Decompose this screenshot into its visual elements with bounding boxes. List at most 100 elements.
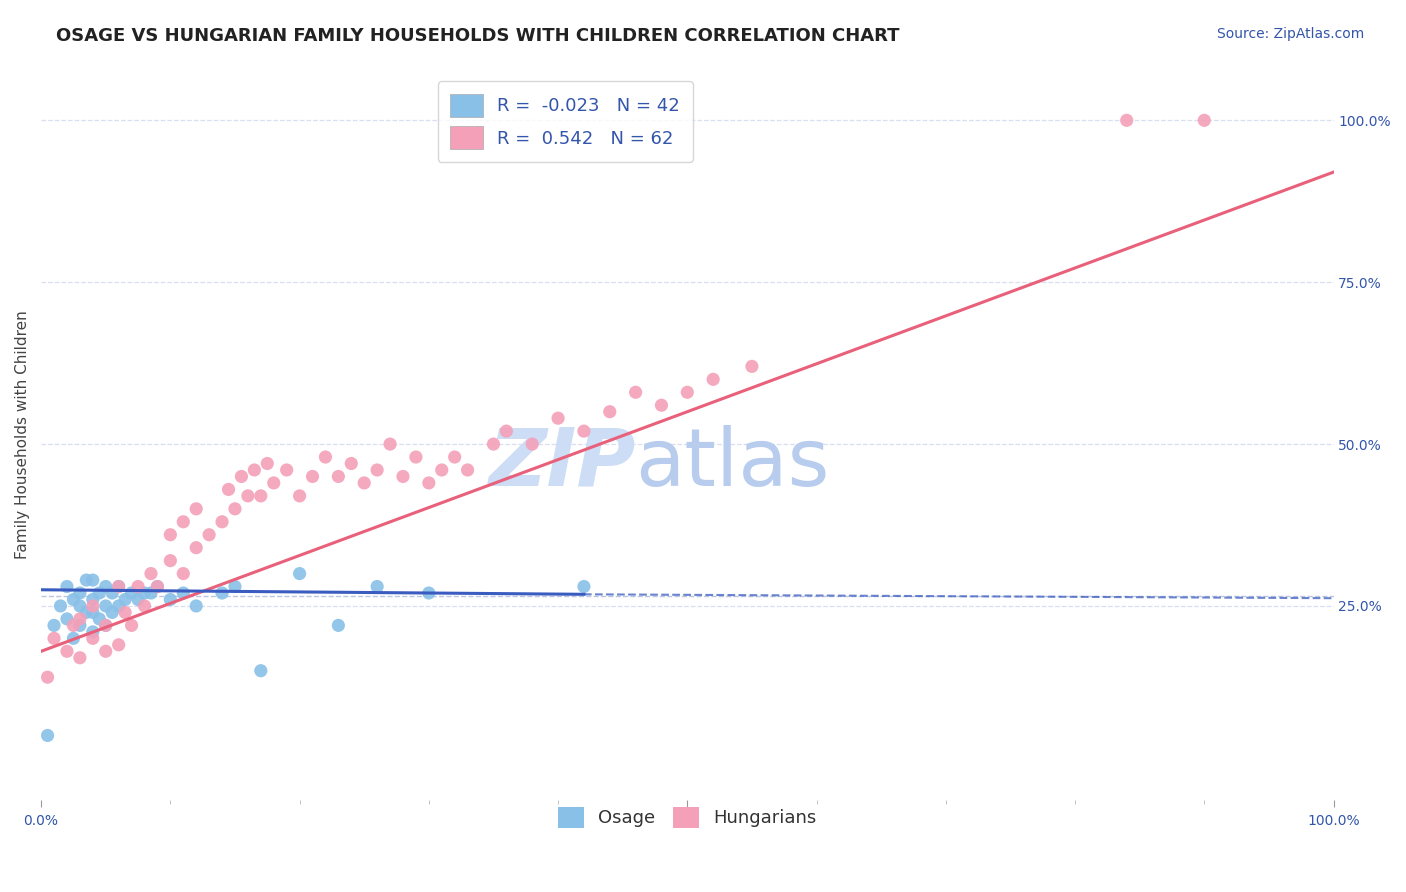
Y-axis label: Family Households with Children: Family Households with Children <box>15 310 30 558</box>
Point <box>250 664 273 678</box>
Point <box>121 586 143 600</box>
Point <box>139 566 162 581</box>
Point <box>443 450 465 464</box>
Point <box>69 586 91 600</box>
Point <box>89 586 111 600</box>
Point <box>243 463 266 477</box>
Point <box>392 469 415 483</box>
Point <box>94 580 117 594</box>
Point <box>236 489 259 503</box>
Point <box>107 638 129 652</box>
Point <box>101 606 124 620</box>
Point <box>314 450 336 464</box>
Point <box>340 457 363 471</box>
Point <box>198 527 221 541</box>
Point <box>172 566 194 581</box>
Legend: Osage, Hungarians: Osage, Hungarians <box>551 800 824 835</box>
Point <box>69 650 91 665</box>
Point <box>211 586 233 600</box>
Point <box>75 573 97 587</box>
Point <box>94 644 117 658</box>
Point <box>186 599 208 613</box>
Point <box>1115 113 1137 128</box>
Point <box>186 501 208 516</box>
Point <box>56 612 79 626</box>
Point <box>75 606 97 620</box>
Point <box>288 566 311 581</box>
Point <box>146 580 169 594</box>
Point <box>37 729 59 743</box>
Point <box>328 618 350 632</box>
Point <box>250 489 273 503</box>
Point <box>599 405 621 419</box>
Text: Source: ZipAtlas.com: Source: ZipAtlas.com <box>1216 27 1364 41</box>
Point <box>107 580 129 594</box>
Point <box>457 463 479 477</box>
Point <box>1194 113 1216 128</box>
Point <box>82 606 104 620</box>
Point <box>62 632 84 646</box>
Text: atlas: atlas <box>636 425 830 502</box>
Point <box>139 586 162 600</box>
Point <box>224 501 246 516</box>
Point <box>56 580 79 594</box>
Point <box>82 592 104 607</box>
Point <box>572 424 595 438</box>
Point <box>366 463 388 477</box>
Point <box>353 475 375 490</box>
Point <box>69 599 91 613</box>
Point <box>69 612 91 626</box>
Point <box>495 424 517 438</box>
Point <box>741 359 763 374</box>
Point <box>62 618 84 632</box>
Point <box>127 580 149 594</box>
Point <box>676 385 699 400</box>
Point <box>159 592 181 607</box>
Text: OSAGE VS HUNGARIAN FAMILY HOUSEHOLDS WITH CHILDREN CORRELATION CHART: OSAGE VS HUNGARIAN FAMILY HOUSEHOLDS WIT… <box>56 27 900 45</box>
Point <box>256 457 278 471</box>
Point <box>82 599 104 613</box>
Point <box>211 515 233 529</box>
Point <box>231 469 253 483</box>
Point <box>624 385 647 400</box>
Point <box>482 437 505 451</box>
Point <box>82 632 104 646</box>
Point <box>121 618 143 632</box>
Point <box>172 515 194 529</box>
Point <box>134 599 156 613</box>
Point <box>547 411 569 425</box>
Point <box>37 670 59 684</box>
Point <box>82 624 104 639</box>
Point <box>107 599 129 613</box>
Point <box>366 580 388 594</box>
Point <box>127 592 149 607</box>
Point <box>114 592 136 607</box>
Text: ZIP: ZIP <box>488 425 636 502</box>
Point <box>94 618 117 632</box>
Point <box>418 586 440 600</box>
Point <box>159 527 181 541</box>
Point <box>89 612 111 626</box>
Point <box>301 469 323 483</box>
Point <box>69 618 91 632</box>
Point <box>56 644 79 658</box>
Point <box>224 580 246 594</box>
Point <box>328 469 350 483</box>
Point <box>146 580 169 594</box>
Point <box>572 580 595 594</box>
Point <box>49 599 72 613</box>
Point <box>186 541 208 555</box>
Point <box>702 372 724 386</box>
Point <box>94 599 117 613</box>
Point <box>107 580 129 594</box>
Point <box>94 618 117 632</box>
Point <box>522 437 544 451</box>
Point <box>172 586 194 600</box>
Point <box>378 437 401 451</box>
Point <box>82 573 104 587</box>
Point <box>101 586 124 600</box>
Point <box>405 450 427 464</box>
Point <box>114 606 136 620</box>
Point <box>263 475 285 490</box>
Point <box>650 398 672 412</box>
